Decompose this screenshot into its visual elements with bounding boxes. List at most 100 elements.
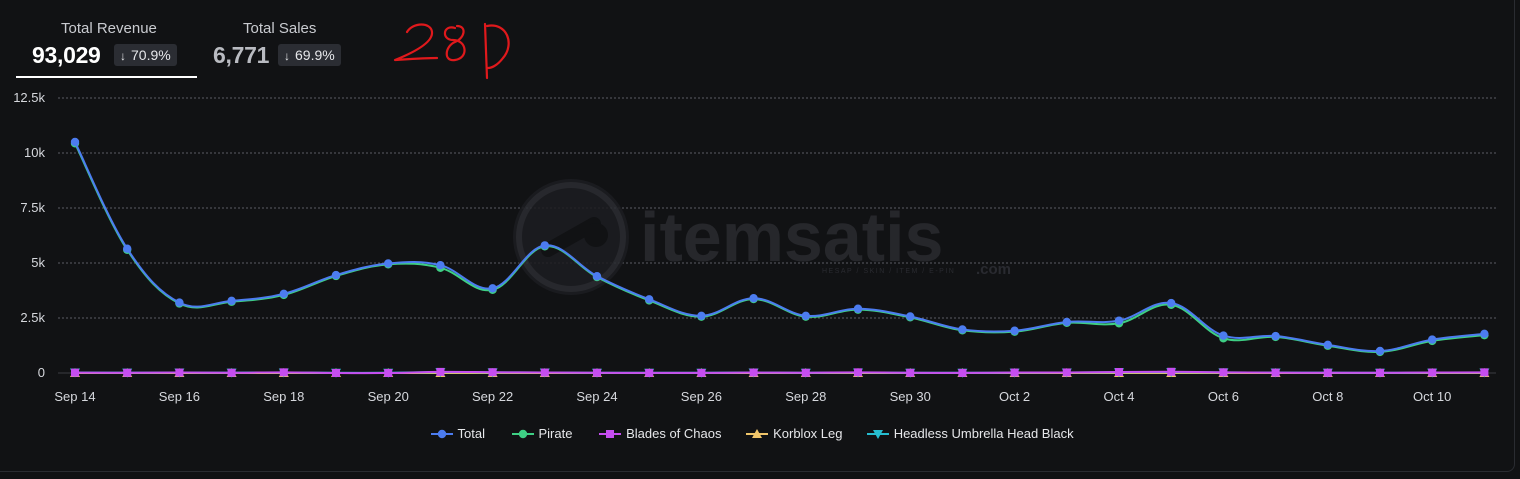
y-tick-label: 0 (38, 365, 45, 380)
legend-label: Pirate (538, 426, 573, 441)
data-point-total[interactable] (592, 272, 602, 281)
series-total (70, 137, 1489, 356)
legend-swatch-icon (746, 429, 769, 438)
legend-swatch-icon (511, 429, 534, 439)
data-point-blades-of-chaos[interactable] (1271, 368, 1280, 377)
y-tick-label: 12.5k (13, 90, 45, 105)
x-tick-label: Oct 4 (1103, 389, 1134, 404)
data-point-blades-of-chaos[interactable] (1062, 368, 1071, 377)
data-point-total[interactable] (1010, 326, 1019, 335)
data-point-blades-of-chaos[interactable] (1219, 368, 1228, 377)
data-point-total[interactable] (540, 241, 549, 250)
data-point-blades-of-chaos[interactable] (593, 368, 601, 377)
data-point-blades-of-chaos[interactable] (488, 368, 497, 377)
legend-item-headless-umbrella-head-black[interactable]: Headless Umbrella Head Black (866, 426, 1099, 444)
legend-swatch-icon (866, 430, 889, 439)
y-tick-label: 2.5k (20, 310, 45, 325)
x-tick-label: Oct 10 (1413, 389, 1451, 404)
data-point-blades-of-chaos[interactable] (1010, 368, 1019, 377)
y-tick-label: 7.5k (20, 200, 45, 215)
data-point-total[interactable] (1323, 340, 1333, 350)
data-point-blades-of-chaos[interactable] (279, 368, 288, 377)
data-point-total[interactable] (697, 311, 706, 320)
total-sales-tab[interactable]: Total Sales 6,771 ↓ 69.9% (213, 18, 353, 76)
data-point-total[interactable] (645, 295, 654, 304)
legend-marker-icon (606, 430, 615, 438)
x-tick-label: Oct 2 (999, 389, 1030, 404)
data-point-blades-of-chaos[interactable] (1167, 367, 1176, 376)
data-point-total[interactable] (1480, 329, 1489, 339)
data-point-blades-of-chaos[interactable] (436, 367, 445, 376)
legend-item-total[interactable]: Total (430, 426, 511, 444)
data-point-total[interactable] (906, 312, 915, 321)
data-point-total[interactable] (958, 325, 967, 334)
data-point-blades-of-chaos[interactable] (1115, 368, 1123, 377)
data-point-total[interactable] (1062, 317, 1072, 327)
data-point-total[interactable] (384, 259, 393, 268)
data-point-total[interactable] (1375, 346, 1385, 356)
total-revenue-value: 93,029 (32, 42, 101, 68)
total-sales-change: 69.9% (295, 47, 335, 63)
data-point-total[interactable] (853, 304, 863, 313)
data-point-total[interactable] (1114, 316, 1124, 325)
x-tick-label: Sep 14 (54, 389, 95, 404)
data-point-blades-of-chaos[interactable] (175, 368, 184, 377)
series-blades-of-chaos (71, 367, 1489, 377)
arrow-down-icon: ↓ (120, 49, 126, 63)
total-sales-change-badge: ↓ 69.9% (278, 44, 341, 66)
x-tick-label: Sep 24 (576, 389, 617, 404)
data-point-total[interactable] (436, 261, 445, 270)
data-point-blades-of-chaos[interactable] (123, 368, 132, 377)
x-tick-label: Oct 8 (1312, 389, 1343, 404)
watermark-domain: .com (976, 261, 1011, 278)
series-line-blades-of-chaos (74, 370, 1485, 375)
legend-marker-icon (872, 430, 883, 439)
data-point-total[interactable] (1167, 298, 1176, 308)
data-point-total[interactable] (1428, 335, 1437, 344)
legend-item-pirate[interactable]: Pirate (511, 426, 599, 444)
data-point-blades-of-chaos[interactable] (540, 368, 549, 377)
data-point-total[interactable] (175, 298, 184, 307)
data-point-blades-of-chaos[interactable] (854, 368, 862, 377)
data-point-total[interactable] (749, 294, 758, 303)
data-point-total[interactable] (488, 284, 497, 293)
data-point-blades-of-chaos[interactable] (1428, 368, 1437, 377)
watermark-logo: itemsatis HESAP / SKIN / ITEM / E-PIN .c… (513, 179, 1011, 295)
series-layer (70, 137, 1490, 378)
data-point-blades-of-chaos[interactable] (71, 368, 79, 377)
data-point-blades-of-chaos[interactable] (697, 368, 706, 377)
legend-item-korblox-leg[interactable]: Korblox Leg (745, 426, 866, 444)
legend-item-blades-of-chaos[interactable]: Blades of Chaos (598, 426, 745, 444)
data-point-blades-of-chaos[interactable] (1376, 368, 1384, 377)
data-point-blades-of-chaos[interactable] (1480, 368, 1489, 377)
x-tick-label: Oct 6 (1208, 389, 1239, 404)
data-point-blades-of-chaos[interactable] (384, 369, 393, 377)
chart-legend: Total Pirate Blades of Chaos Korblox Leg Hea… (0, 426, 1520, 444)
legend-marker-icon (437, 429, 446, 439)
data-point-total[interactable] (1271, 331, 1280, 341)
series-line-total (74, 141, 1485, 353)
data-point-total[interactable] (279, 289, 288, 298)
data-point-blades-of-chaos[interactable] (906, 368, 915, 377)
legend-marker-icon (752, 429, 763, 438)
data-point-total[interactable] (331, 270, 341, 280)
data-point-total[interactable] (123, 244, 132, 253)
data-point-total[interactable] (1219, 331, 1228, 340)
data-point-total[interactable] (801, 311, 810, 320)
data-point-blades-of-chaos[interactable] (227, 368, 236, 377)
data-point-blades-of-chaos[interactable] (958, 368, 967, 377)
data-point-blades-of-chaos[interactable] (1323, 368, 1332, 377)
data-point-blades-of-chaos[interactable] (332, 369, 340, 377)
x-tick-label: Sep 28 (785, 389, 826, 404)
x-axis: Sep 14 Sep 16 Sep 18 Sep 20 Sep 22 Sep 24 Sep … (54, 389, 1451, 404)
data-point-blades-of-chaos[interactable] (645, 368, 654, 377)
data-point-blades-of-chaos[interactable] (749, 368, 758, 377)
data-point-blades-of-chaos[interactable] (801, 368, 810, 377)
data-point-total[interactable] (70, 137, 80, 147)
legend-swatch-icon (599, 430, 622, 438)
data-point-total[interactable] (227, 296, 236, 306)
total-revenue-tab[interactable]: Total Revenue 93,029 ↓ 70.9% (16, 18, 197, 78)
legend-label: Total (457, 426, 485, 441)
watermark-tagline: HESAP / SKIN / ITEM / E-PIN (822, 268, 955, 275)
